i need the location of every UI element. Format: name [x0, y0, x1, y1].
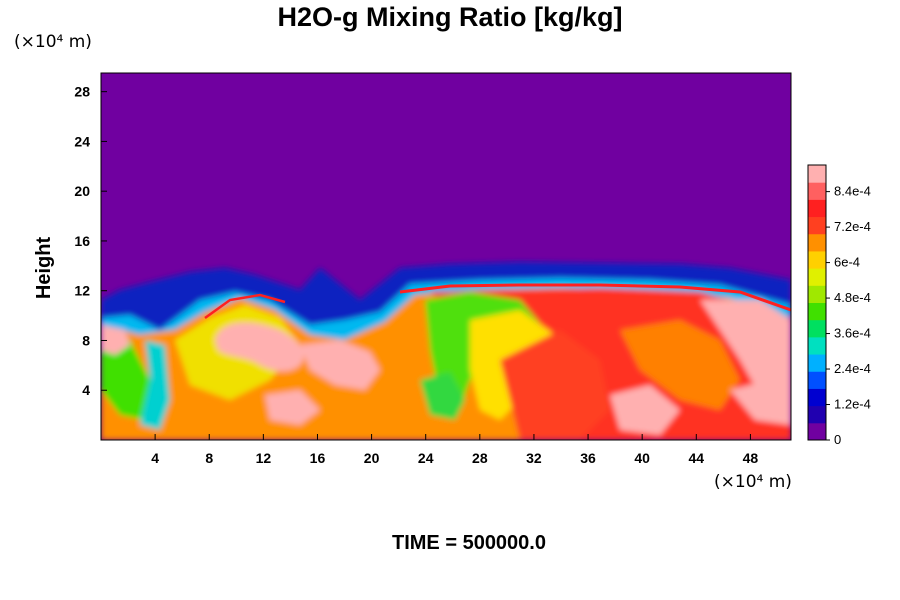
x-tick-label: 32	[526, 450, 542, 466]
colorbar-swatch	[808, 182, 826, 200]
colorbar-tick-label: 7.2e-4	[834, 219, 871, 234]
field-pink-edge	[101, 325, 130, 355]
colorbar-swatch	[808, 371, 826, 389]
x-tick-label: 8	[205, 450, 213, 466]
colorbar-tick-label: 3.6e-4	[834, 326, 871, 341]
field-orange-right	[620, 320, 740, 410]
x-tick-label: 16	[310, 450, 326, 466]
field-pink-mid	[300, 340, 380, 390]
front-line	[399, 283, 791, 312]
x-tick-label: 36	[580, 450, 596, 466]
colorbar-swatch	[808, 405, 826, 424]
field-cyan-left	[140, 340, 170, 430]
colorbar-swatch	[808, 268, 826, 286]
colorbar-tick-label: 1.2e-4	[834, 397, 871, 412]
x-axis: 4 8 12 16 20 24 28 32 36 40 44 48	[151, 434, 758, 466]
colorbar-swatch	[808, 422, 826, 441]
y-tick-label: 4	[82, 382, 90, 398]
colorbar-swatch	[808, 199, 826, 218]
x-tick-label: 24	[418, 450, 434, 466]
x-tick-label: 40	[634, 450, 650, 466]
y-tick-label: 12	[74, 283, 90, 299]
colorbar-tick-label: 4.8e-4	[834, 290, 871, 305]
colorbar-swatch	[808, 319, 826, 338]
chart-title: H2O-g Mixing Ratio [kg/kg]	[277, 2, 623, 32]
front-line-left	[204, 293, 286, 320]
y-axis-label: Height	[33, 237, 55, 300]
colorbar-swatch	[808, 285, 826, 303]
colorbar-tick-label: 2.4e-4	[834, 361, 871, 376]
plot-frame	[100, 72, 792, 441]
y-tick-label: 24	[74, 133, 90, 149]
colorbar-swatch	[808, 165, 826, 183]
colorbar-swatch	[808, 302, 826, 321]
x-tick-label: 12	[256, 450, 272, 466]
field-pink-bottom-right	[610, 385, 680, 435]
field-pink-low	[265, 390, 320, 425]
y-axis-unit: (×10⁴ m)	[14, 32, 92, 52]
colorbar-frame	[807, 164, 827, 441]
colorbar-swatch	[808, 250, 826, 269]
colorbar-swatch	[808, 216, 826, 235]
field-pink-far-right	[730, 380, 791, 425]
colorbar-tick-label: 6e-4	[834, 255, 860, 270]
y-axis: 4 8 12 16 20 24 28	[74, 84, 107, 398]
colorbar: 0 1.2e-4 2.4e-4 3.6e-4 4.8e-4 6e-4 7.2e-4 8.4e-…	[807, 164, 871, 447]
y-tick-label: 8	[82, 332, 90, 348]
colorbar-swatch	[808, 354, 826, 372]
colorbar-tick-label: 0	[834, 432, 841, 447]
x-axis-unit: (×10⁴ m)	[714, 472, 792, 492]
x-tick-label: 48	[743, 450, 759, 466]
colorbar-swatch	[808, 233, 826, 252]
plot-area	[100, 72, 792, 441]
field-red-center	[500, 330, 610, 440]
time-label: TIME = 500000.0	[392, 532, 546, 554]
x-tick-label: 44	[689, 450, 705, 466]
y-tick-label: 28	[74, 84, 90, 100]
colorbar-swatch	[808, 336, 826, 355]
field-pink-left	[215, 322, 304, 372]
field-layer	[101, 262, 791, 440]
x-tick-label: 20	[364, 450, 380, 466]
x-tick-label: 28	[472, 450, 488, 466]
y-tick-label: 16	[74, 233, 90, 249]
x-tick-label: 4	[151, 450, 159, 466]
colorbar-tick-label: 8.4e-4	[834, 184, 871, 199]
colorbar-swatch	[808, 388, 826, 407]
y-tick-label: 20	[74, 183, 90, 199]
field-pink-right	[700, 300, 791, 400]
field-green-lower	[420, 372, 465, 420]
